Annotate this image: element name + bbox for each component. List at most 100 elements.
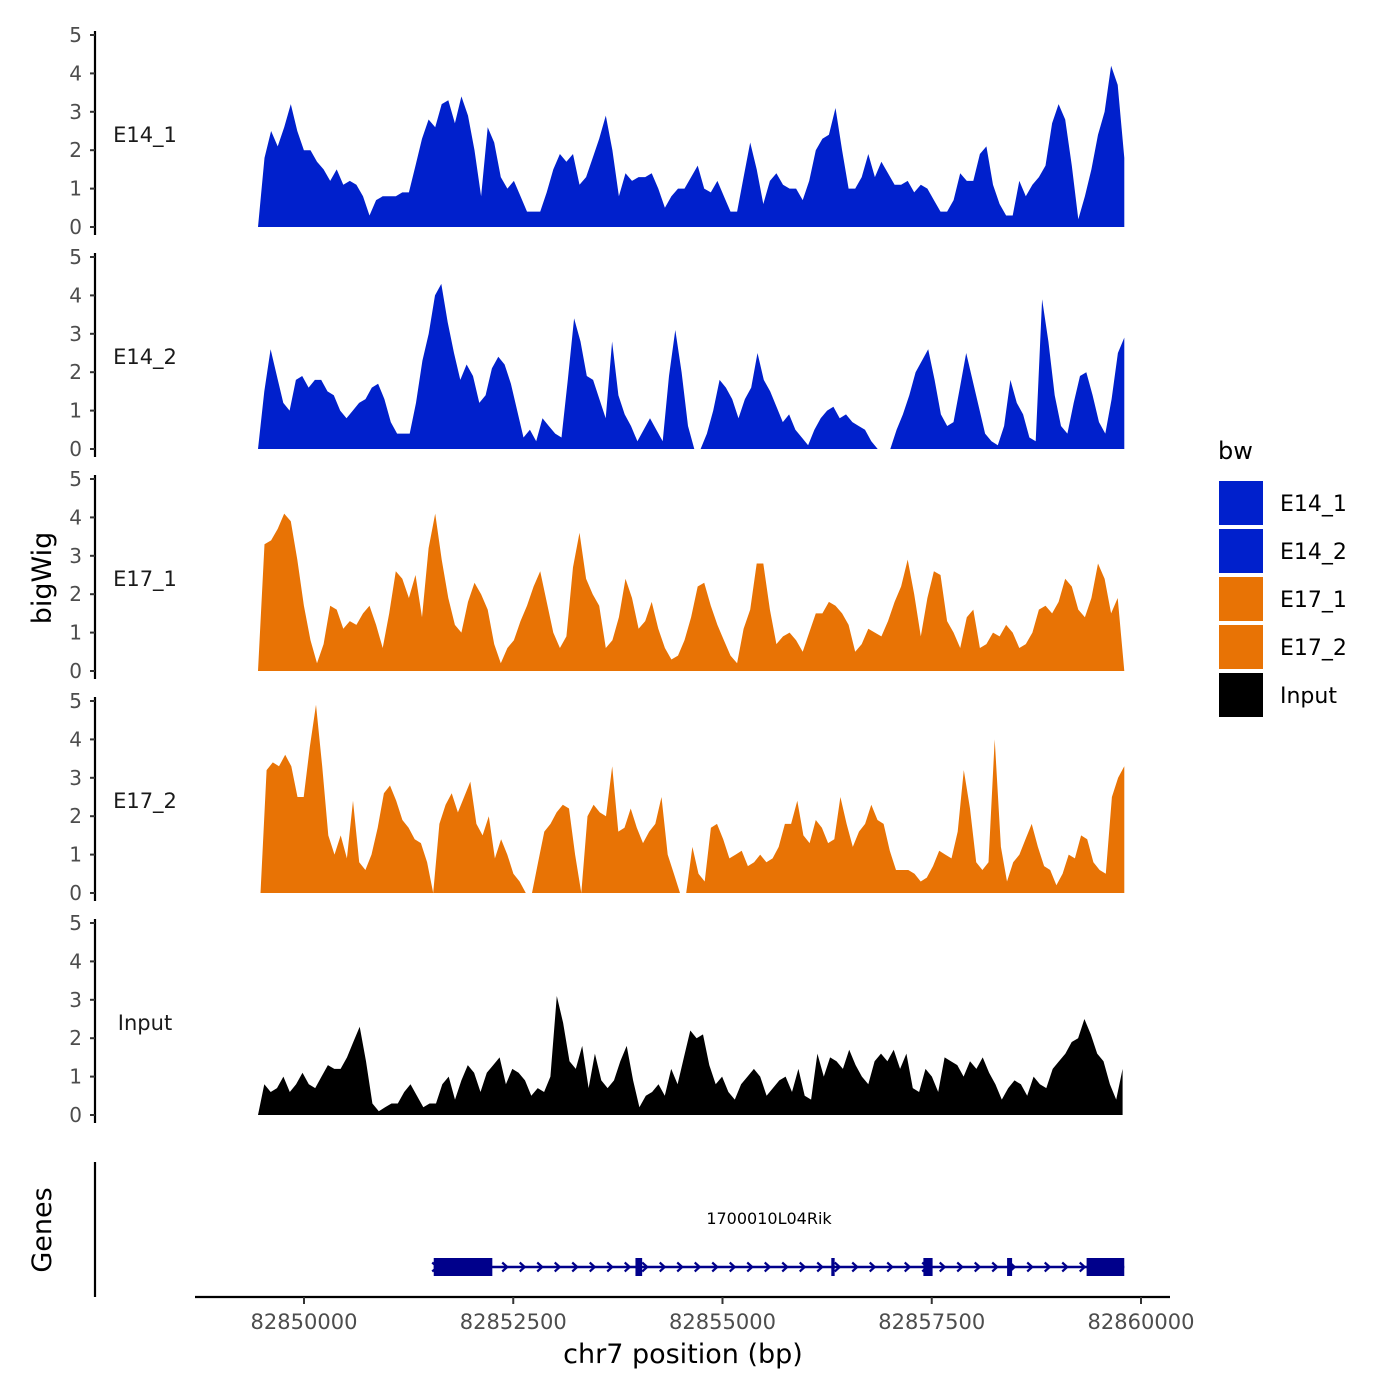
legend-label: E14_1 <box>1280 492 1347 517</box>
strand-arrow <box>1026 1261 1034 1273</box>
y-tick-label: 2 <box>69 360 82 384</box>
strand-arrow <box>711 1261 719 1273</box>
strand-arrow <box>1078 1261 1087 1273</box>
strand-arrow <box>798 1261 807 1273</box>
gene-exon <box>923 1258 933 1276</box>
strand-arrow <box>501 1261 509 1273</box>
genes-axis-title: Genes <box>27 1187 58 1272</box>
area-E14_2 <box>258 283 1125 449</box>
x-axis: chr7 position (bp) 82850000 82852500 82855… <box>195 1295 1194 1370</box>
strand-arrow <box>658 1261 667 1273</box>
gene-exon <box>433 1258 441 1276</box>
y-tick-label: 0 <box>69 215 82 239</box>
legend-swatch <box>1219 529 1263 573</box>
bigwig-tracks: 0 1 2 3 4 5 E14_1 0 1 2 3 4 5 E14_2 0 1 2 3 4 5 E17_1 0 1 2 3 4 5 E… <box>69 23 1125 1127</box>
area-Input <box>258 996 1123 1115</box>
strand-arrow <box>1043 1261 1052 1273</box>
y-tick-label: 5 <box>69 23 82 47</box>
y-tick-label: 1 <box>69 843 82 867</box>
y-tick-label: 4 <box>69 505 82 529</box>
strand-arrow <box>536 1261 544 1273</box>
track-label: Input <box>118 1011 172 1035</box>
strand-arrow <box>728 1261 737 1273</box>
strand-arrow <box>991 1261 999 1273</box>
strand-arrow <box>676 1261 684 1273</box>
strand-arrow <box>623 1261 632 1273</box>
legend-label: E17_1 <box>1280 588 1347 613</box>
y-tick-label: 1 <box>69 1065 82 1089</box>
area-E17_1 <box>258 513 1125 671</box>
strand-arrow <box>571 1261 579 1273</box>
track-E17_1: 0 1 2 3 4 5 E17_1 <box>69 467 1125 683</box>
legend-label: Input <box>1280 684 1337 709</box>
track-Input: 0 1 2 3 4 5 Input <box>69 911 1123 1127</box>
legend-label: E14_2 <box>1280 540 1347 565</box>
y-tick-label: 4 <box>69 727 82 751</box>
gene-exon <box>831 1258 835 1276</box>
legend-title: bw <box>1218 437 1253 465</box>
strand-arrow <box>868 1261 877 1273</box>
y-tick-label: 0 <box>69 659 82 683</box>
y-tick-label: 5 <box>69 467 82 491</box>
y-tick-label: 1 <box>69 399 82 423</box>
y-tick-label: 4 <box>69 283 82 307</box>
y-tick-label: 5 <box>69 245 82 269</box>
strand-arrow <box>781 1261 789 1273</box>
y-tick-label: 0 <box>69 881 82 905</box>
y-tick-label: 1 <box>69 621 82 645</box>
gene-exon <box>1086 1258 1125 1276</box>
strand-arrow <box>763 1261 772 1273</box>
y-tick-label: 3 <box>69 322 82 346</box>
track-label: E14_2 <box>113 345 177 370</box>
gene-exon <box>635 1258 643 1276</box>
legend: bw E14_1 E14_2 E17_1 E17_2 Input <box>1218 437 1347 717</box>
gene-model <box>431 1258 1125 1276</box>
strand-arrow <box>518 1261 527 1273</box>
y-tick-label: 4 <box>69 949 82 973</box>
x-tick-label: 82855000 <box>669 1310 776 1334</box>
strand-arrow <box>851 1261 859 1273</box>
y-axis-title: bigWig <box>27 532 58 625</box>
x-tick-label: 82857500 <box>878 1310 985 1334</box>
legend-swatch <box>1219 577 1263 621</box>
gene-exon <box>439 1258 493 1276</box>
x-tick-label: 82852500 <box>460 1310 567 1334</box>
y-tick-label: 3 <box>69 100 82 124</box>
strand-arrow <box>606 1261 614 1273</box>
strand-arrow <box>746 1261 754 1273</box>
genes-panel: Genes 1700010L04Rik <box>27 1162 1125 1297</box>
y-tick-label: 2 <box>69 582 82 606</box>
strand-arrow <box>833 1261 842 1273</box>
legend-swatch <box>1219 625 1263 669</box>
strand-arrow <box>588 1261 597 1273</box>
x-tick-label: 82850000 <box>251 1310 358 1334</box>
track-E14_2: 0 1 2 3 4 5 E14_2 <box>69 245 1125 461</box>
y-tick-label: 2 <box>69 804 82 828</box>
track-label: E17_2 <box>113 789 177 814</box>
track-label: E14_1 <box>113 123 177 148</box>
y-tick-label: 3 <box>69 766 82 790</box>
legend-label: E17_2 <box>1280 636 1347 661</box>
y-tick-label: 4 <box>69 61 82 85</box>
y-tick-label: 1 <box>69 177 82 201</box>
y-tick-label: 5 <box>69 911 82 935</box>
strand-arrow <box>816 1261 824 1273</box>
strand-arrow <box>553 1261 562 1273</box>
y-tick-label: 0 <box>69 1103 82 1127</box>
y-tick-label: 3 <box>69 988 82 1012</box>
strand-arrow <box>1061 1261 1069 1273</box>
strand-arrow <box>973 1261 982 1273</box>
gene-label: 1700010L04Rik <box>706 1209 832 1228</box>
area-E14_1 <box>258 65 1125 227</box>
track-label: E17_1 <box>113 567 177 592</box>
strand-arrow <box>903 1261 912 1273</box>
track-E14_1: 0 1 2 3 4 5 E14_1 <box>69 23 1125 239</box>
y-tick-label: 0 <box>69 437 82 461</box>
y-tick-label: 2 <box>69 138 82 162</box>
gene-exon <box>1007 1258 1013 1276</box>
track-E17_2: 0 1 2 3 4 5 E17_2 <box>69 689 1125 905</box>
strand-arrow <box>641 1261 649 1273</box>
x-axis-title: chr7 position (bp) <box>563 1339 803 1370</box>
y-tick-label: 5 <box>69 689 82 713</box>
area-E17_2 <box>260 704 1125 893</box>
